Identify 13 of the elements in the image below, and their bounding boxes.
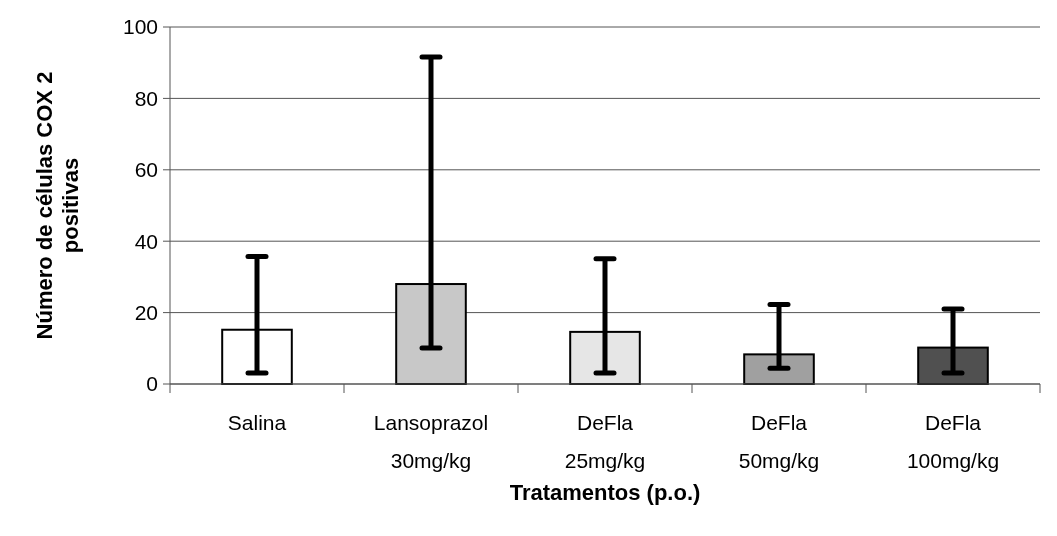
- y-tick-label: 60: [134, 158, 158, 182]
- y-tick-label: 40: [134, 229, 158, 253]
- y-axis-title: Número de células COX 2 positivas: [32, 71, 83, 340]
- x-tick-label: DeFla 25mg/kg: [564, 411, 646, 472]
- x-tick-label: DeFla 50mg/kg: [738, 411, 820, 472]
- x-tick-label: DeFla 100mg/kg: [906, 411, 1000, 472]
- x-tick-label: Lansoprazol 30mg/kg: [373, 411, 489, 472]
- y-tick-label: 100: [122, 15, 158, 39]
- x-axis-title: Tratamentos (p.o.): [509, 480, 701, 505]
- x-tick-label: Salina: [227, 411, 287, 434]
- y-tick-label: 0: [146, 372, 158, 396]
- y-tick-label: 20: [134, 300, 158, 324]
- y-tick-label: 80: [134, 86, 158, 110]
